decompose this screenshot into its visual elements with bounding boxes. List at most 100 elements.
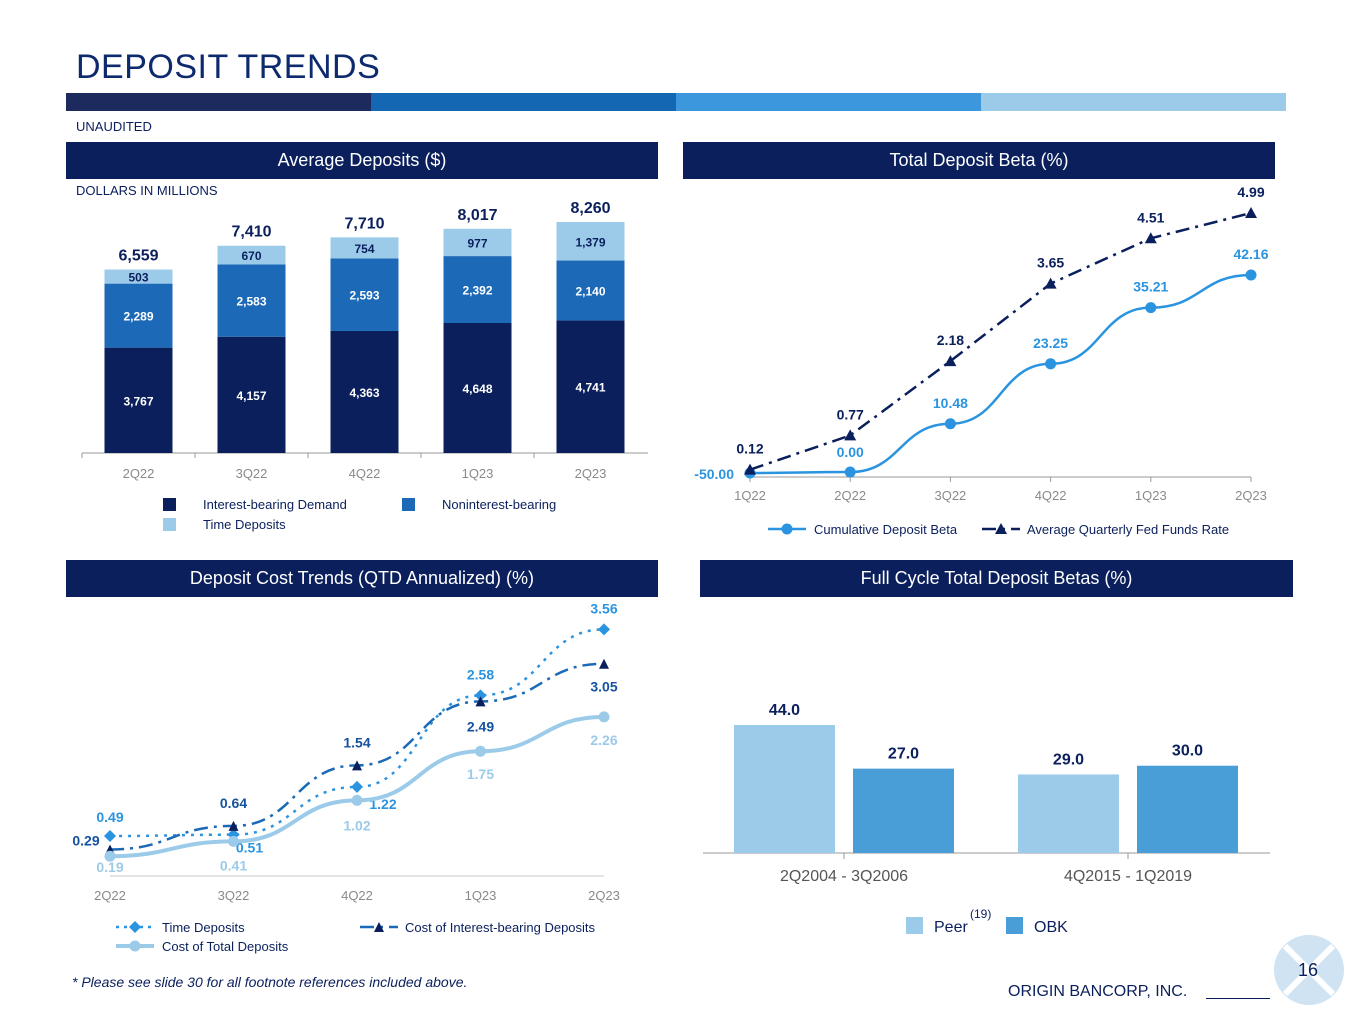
beta-triangle-marker [844,429,857,441]
cost-circle-marker [598,711,610,723]
avg-bar-label: 3,767 [123,394,153,408]
avg-bar-noninterest-bearing [330,258,399,331]
avg-bar-interest-bearing-demand [330,330,399,453]
cost-diamond-marker [474,689,487,702]
cost-total-label: 0.19 [96,859,123,875]
cost-legend-time-marker [129,921,141,933]
avg-legend-label: Noninterest-bearing [442,497,556,512]
cost-legend-time-label: Time Deposits [162,920,245,935]
full-bar-label: 30.0 [1172,743,1203,760]
beta-legend-marker [781,523,793,535]
beta-data-label: 0.00 [837,444,864,460]
cost-triangle-marker [475,696,486,707]
full-legend-obk-swatch [1006,917,1023,934]
rate-legend-label: Average Quarterly Fed Funds Rate [1027,522,1229,537]
avg-bar-time-deposits [443,228,512,257]
avg-category-label: 4Q22 [349,466,381,481]
avg-bar-interest-bearing-demand [217,336,286,453]
avg-bar-label: 2,392 [462,284,492,298]
dollars-note: DOLLARS IN MILLIONS [76,183,218,198]
beta-category-label: 2Q22 [834,488,866,503]
avg-bar-time-deposits [330,237,399,259]
cost-legend-ib-label: Cost of Interest-bearing Deposits [405,920,596,935]
beta-triangle-marker [944,355,957,367]
title-stripe-1 [66,93,371,111]
beta-data-label: 23.25 [1033,335,1068,351]
cost-ib-label: 3.05 [590,679,617,695]
beta-category-label: 4Q22 [1035,488,1067,503]
beta-category-label: 3Q22 [934,488,966,503]
beta-data-label: -50.00 [694,466,734,482]
avg-bar-noninterest-bearing [104,283,173,348]
cost-ib-label: 2.49 [467,718,494,734]
beta-data-label: 42.16 [1233,246,1268,262]
avg-bar-label: 2,140 [575,284,605,298]
avg-bar-noninterest-bearing [217,264,286,337]
avg-legend-swatch [402,498,415,511]
beta-data-label: 35.21 [1133,279,1168,295]
avg-category-label: 2Q23 [575,466,607,481]
rate-data-label: 3.65 [1037,255,1064,271]
avg-bar-noninterest-bearing [443,256,512,323]
cost-time-label: 3.56 [590,600,617,616]
avg-category-label: 1Q23 [462,466,494,481]
cost-triangle-marker [352,760,362,771]
cost-total-label: 2.26 [590,732,617,748]
cost-diamond-marker [598,623,610,636]
avg-bar-label: 4,648 [462,382,492,396]
full-bar-obk [1137,765,1238,853]
rate-data-label: 2.18 [937,332,964,348]
cost-category-label: 2Q22 [94,888,126,903]
full-bar-peer [734,725,835,853]
cost-category-label: 4Q22 [341,888,373,903]
full-bar-peer [1018,774,1119,853]
cost-ib-label: 1.54 [343,734,370,750]
full-category-label: 4Q2015 - 1Q2019 [1064,868,1192,885]
cost-triangle-marker [228,820,239,831]
rate-data-label: 4.51 [1137,209,1164,225]
beta-chart: 1Q22 2Q22 3Q22 4Q22 1Q23 2Q23 -50.00 0.00 10.48 2… [694,184,1268,537]
avg-bar-noninterest-bearing [556,260,625,321]
company-name: ORIGIN BANCORP, INC. [1008,983,1188,1000]
full-cycle-chart: 44.0 27.0 2Q2004 - 3Q2006 29.0 30.0 4Q2015 - … [703,702,1270,936]
title-stripe-3 [676,93,981,111]
avg-bar-interest-bearing-demand [443,322,512,453]
avg-bar-label: 754 [354,242,374,256]
beta-point [944,418,956,430]
cost-triangle-marker [599,658,609,669]
cost-total-label: 1.02 [343,817,370,833]
footnote: * Please see slide 30 for all footnote r… [72,974,468,990]
avg-category-label: 2Q22 [123,466,155,481]
beta-point [1245,269,1257,281]
cost-category-label: 3Q22 [218,888,250,903]
avg-legend-swatch [163,518,176,531]
cost-time-label: 2.58 [467,666,494,682]
avg-bar-label: 977 [467,236,487,250]
beta-triangle-marker [1245,207,1257,218]
unaudited-label: UNAUDITED [76,119,152,134]
full-bar-label: 27.0 [888,746,919,763]
cost-circle-marker [228,835,239,847]
cost-legend-total-marker [129,940,141,952]
rate-data-label: 0.12 [736,441,763,457]
page-badge-icon [1274,935,1344,1005]
cost-circle-marker [475,745,486,757]
cost-ib-label: 0.64 [220,795,247,811]
avg-total-label: 6,559 [118,248,158,265]
avg-bar-time-deposits [556,221,625,261]
beta-point [844,466,856,478]
full-legend-obk-label: OBK [1034,919,1068,936]
avg-legend-swatch [163,498,176,511]
beta-line-fed-funds [749,211,1252,471]
avg-total-label: 7,710 [344,215,384,232]
avg-deposits-chart: 3,767 2,289 503 6,559 2Q22 4,157 2,583 670 7,410… [81,200,648,532]
avg-legend-label: Time Deposits [203,517,286,532]
avg-bar-interest-bearing-demand [556,320,625,453]
beta-category-label: 1Q23 [1135,488,1167,503]
avg-total-label: 7,410 [231,224,271,241]
beta-point [1145,302,1157,314]
avg-bar-label: 4,363 [349,386,379,400]
beta-legend-label: Cumulative Deposit Beta [814,522,958,537]
avg-total-label: 8,017 [457,207,497,224]
avg-bar-label: 2,593 [349,289,379,303]
